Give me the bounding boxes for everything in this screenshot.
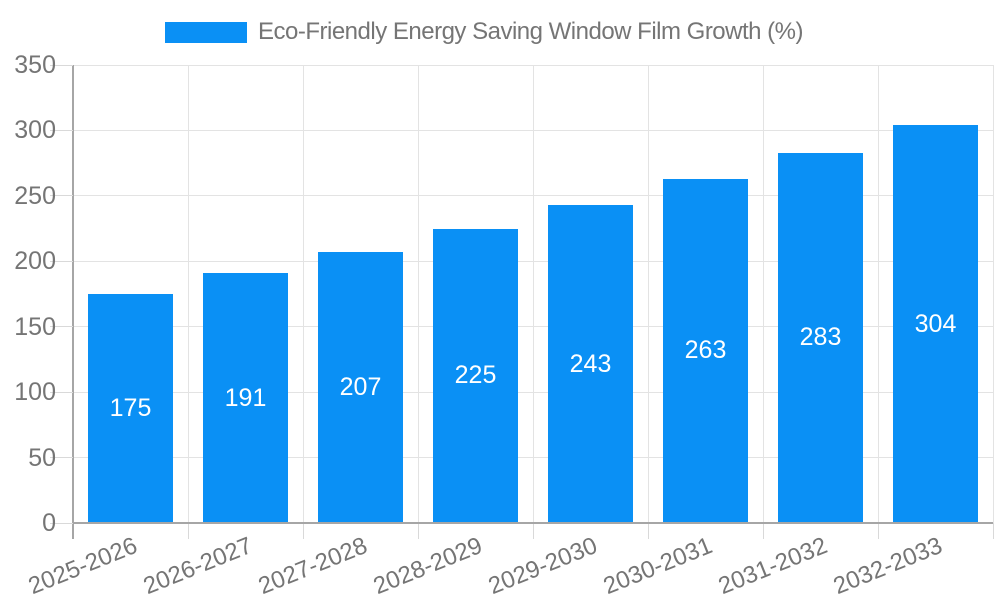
y-axis-label: 100 [14,378,56,407]
y-axis-tick [50,522,73,524]
y-axis-label: 200 [14,247,56,276]
bar[interactable]: 191 [203,273,288,523]
y-axis-tick [50,391,73,393]
y-axis-label: 300 [14,116,56,145]
bar[interactable]: 225 [433,228,518,523]
bar[interactable]: 243 [548,205,633,523]
x-gridline [532,65,534,523]
chart-legend[interactable]: Eco-Friendly Energy Saving Window Film G… [165,18,804,46]
y-axis-label: 50 [28,443,56,472]
bar[interactable]: 263 [663,178,748,523]
bar-value-label: 175 [109,394,152,422]
plot-area: 175 191 207 225 243 263 283 304 [72,64,994,539]
bar-value-label: 225 [454,361,497,390]
y-axis-tick [50,457,73,459]
y-axis-label: 250 [14,181,56,210]
y-axis-line [72,65,74,539]
bar-value-label: 191 [224,383,267,412]
x-axis-tick [647,523,649,539]
bar-value-label: 207 [339,373,382,402]
bar-value-label: 283 [799,323,842,352]
x-gridline [302,65,304,523]
x-axis-tick [302,523,304,539]
y-axis-tick [50,129,73,131]
x-gridline [877,65,879,523]
x-axis-tick [877,523,879,539]
x-gridline [187,65,189,523]
bar-value-label: 304 [914,309,957,338]
x-axis-line [73,522,993,524]
x-gridline [417,65,419,523]
x-axis-tick [187,523,189,539]
bar[interactable]: 283 [778,152,863,523]
x-axis-tick [532,523,534,539]
x-gridline [762,65,764,523]
y-axis-label: 0 [42,509,56,537]
x-gridline [647,65,649,523]
bar[interactable]: 207 [318,252,403,523]
x-axis-tick [762,523,764,539]
bar-value-label: 263 [684,336,727,365]
y-axis-label: 350 [14,51,56,79]
y-axis-tick [50,195,73,197]
y-axis-tick [50,326,73,328]
legend-swatch [165,21,247,43]
legend-label: Eco-Friendly Energy Saving Window Film G… [258,18,804,45]
x-gridline [992,65,994,523]
bar[interactable]: 175 [88,294,173,523]
y-axis-tick [50,260,73,262]
y-axis-label: 150 [14,312,56,341]
x-axis-tick [992,523,994,539]
x-axis-tick [417,523,419,539]
bar[interactable]: 304 [893,125,978,523]
bar-value-label: 243 [569,349,612,378]
y-axis-tick [50,64,73,66]
